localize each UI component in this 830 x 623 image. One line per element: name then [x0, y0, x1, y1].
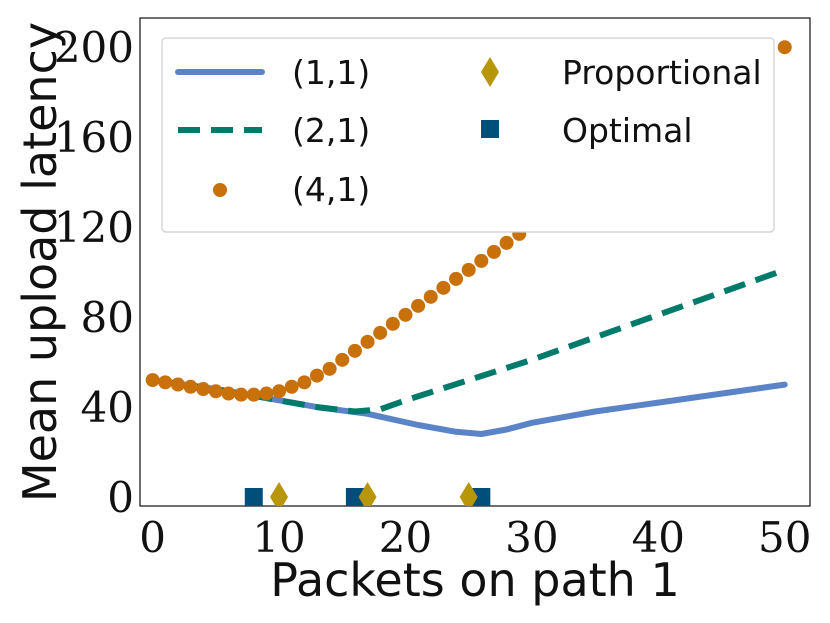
legend-label-2-1: (2,1)	[292, 111, 370, 150]
y-tick-label: 0	[107, 473, 134, 522]
data-point-4-1	[183, 379, 198, 394]
optimal-marker	[345, 488, 364, 506]
data-point-4-1	[259, 386, 274, 401]
legend-box	[161, 37, 775, 233]
data-point-4-1	[170, 377, 185, 392]
y-axis-label: Mean upload latency	[13, 22, 67, 502]
y-tick-label: 40	[81, 383, 134, 432]
y-tick-label: 80	[81, 293, 134, 342]
data-point-4-1	[449, 271, 464, 286]
legend-swatch-proportional	[481, 57, 499, 87]
x-tick-labels: 0 10 20 30 40 50	[139, 513, 811, 562]
data-point-4-1	[335, 352, 350, 367]
proportional-marker	[459, 482, 478, 506]
data-point-4-1	[322, 361, 337, 376]
data-point-4-1	[461, 262, 476, 277]
proportional-marker	[358, 482, 377, 506]
x-tick-label: 20	[379, 513, 432, 562]
y-tick-label: 200	[54, 23, 134, 72]
x-tick-label: 30	[505, 513, 558, 562]
x-tick-label: 0	[139, 513, 166, 562]
data-point-4-1	[309, 368, 324, 383]
data-point-4-1	[221, 386, 236, 401]
data-point-4-1	[284, 379, 299, 394]
data-point-4-1	[297, 375, 312, 390]
y-tick-labels: 0 40 80 120 160 200	[54, 23, 134, 522]
legend-swatch-4-1	[213, 183, 227, 197]
legend-swatch-optimal	[481, 120, 499, 138]
data-point-4-1	[158, 375, 173, 390]
data-point-4-1	[208, 384, 223, 399]
series-line-0	[149, 377, 788, 437]
y-tick-label: 160	[54, 113, 134, 162]
x-tick-label: 50	[758, 513, 811, 562]
data-point-4-1	[196, 382, 211, 397]
data-point-4-1	[246, 387, 261, 402]
data-point-4-1	[436, 280, 451, 295]
legend-label-optimal: Optimal	[562, 111, 693, 150]
x-tick-label: 10	[252, 513, 305, 562]
data-point-4-1	[777, 40, 792, 55]
x-tick-label: 40	[632, 513, 685, 562]
legend: (1,1) (2,1) (4,1) Proportional Optimal	[161, 37, 775, 233]
data-point-4-1	[423, 289, 438, 304]
y-tick-label: 120	[54, 203, 134, 252]
optimal-marker	[244, 488, 263, 506]
legend-label-1-1: (1,1)	[292, 53, 370, 92]
data-point-4-1	[145, 373, 160, 388]
proportional-marker	[270, 482, 289, 506]
data-point-4-1	[474, 253, 489, 268]
data-point-4-1	[486, 244, 501, 259]
data-point-4-1	[385, 316, 400, 331]
data-point-4-1	[360, 334, 375, 349]
optimal-marker	[472, 488, 491, 506]
series-layer	[145, 40, 792, 506]
x-axis-label: Packets on path 1	[270, 553, 679, 607]
data-point-4-1	[234, 387, 249, 402]
data-point-4-1	[347, 343, 362, 358]
data-point-4-1	[398, 307, 413, 322]
data-point-4-1	[373, 325, 388, 340]
data-point-4-1	[499, 235, 514, 250]
legend-label-4-1: (4,1)	[292, 170, 370, 209]
legend-label-proportional: Proportional	[562, 53, 762, 92]
data-point-4-1	[411, 298, 426, 313]
data-point-4-1	[272, 384, 287, 399]
